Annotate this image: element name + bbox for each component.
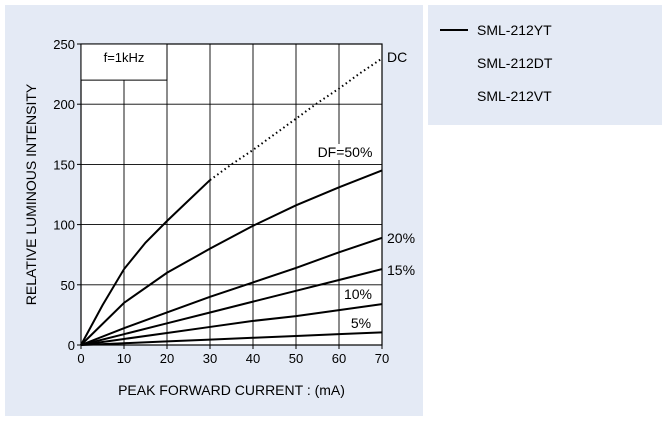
x-tick-label: 60 — [332, 351, 346, 366]
series-label: 15% — [387, 262, 415, 278]
x-tick-label: 30 — [203, 351, 217, 366]
legend-svg: SML-212YT SML-212DT SML-212VT — [440, 22, 553, 104]
series-layer — [80, 57, 383, 346]
condition-label: f=1kHz — [104, 50, 145, 65]
series-line — [80, 303, 383, 346]
series-label-bg — [318, 144, 372, 160]
grid — [80, 43, 383, 346]
chart-svg: DC DF=50% 20% 15% 10% 5% 0 10 20 30 40 50 60 70 0 50 10… — [23, 37, 415, 398]
x-tick-label: 20 — [160, 351, 174, 366]
series-line — [80, 169, 383, 346]
y-tick-label: 0 — [68, 338, 75, 353]
series-line — [80, 268, 383, 346]
plot-area — [81, 44, 382, 345]
series-line — [80, 331, 383, 346]
legend-item: SML-212YT — [477, 22, 552, 38]
series-labels: DC DF=50% 20% 15% 10% 5% — [318, 49, 415, 331]
y-tick-label: 50 — [61, 278, 75, 293]
x-tick-label: 40 — [246, 351, 260, 366]
plot-frame — [80, 43, 383, 346]
chart-panel: DC DF=50% 20% 15% 10% 5% 0 10 20 30 40 50 60 70 0 50 10… — [5, 5, 423, 416]
series-label: 20% — [387, 230, 415, 246]
x-tick-label: 10 — [117, 351, 131, 366]
y-tick-label: 150 — [53, 157, 75, 172]
series-label: DC — [387, 49, 407, 65]
x-tick-label: 50 — [289, 351, 303, 366]
x-tick-label: 0 — [77, 351, 84, 366]
y-tick-label: 200 — [53, 97, 75, 112]
legend: SML-212YT SML-212DT SML-212VT — [428, 5, 662, 125]
series-label: 5% — [351, 315, 371, 331]
series-line — [80, 236, 383, 346]
axes: 0 10 20 30 40 50 60 70 0 50 100 150 200 250 — [53, 37, 389, 366]
series-label: 10% — [344, 286, 372, 302]
x-axis-title: PEAK FORWARD CURRENT : (mA) — [118, 382, 345, 398]
series-line-dc-dotted — [209, 57, 383, 181]
condition-box: f=1kHz — [80, 43, 168, 81]
y-tick-label: 100 — [53, 218, 75, 233]
series-line-dc-solid — [80, 179, 211, 346]
legend-item: SML-212DT — [477, 55, 553, 71]
series-label-bg — [343, 286, 373, 302]
series-label: DF=50% — [318, 144, 373, 160]
y-axis-title: RELATIVE LUMINOUS INTENSITY — [23, 83, 39, 305]
x-tick-label: 70 — [375, 351, 389, 366]
series-label-bg — [350, 315, 372, 331]
legend-item: SML-212VT — [477, 88, 552, 104]
y-tick-label: 250 — [53, 37, 75, 52]
